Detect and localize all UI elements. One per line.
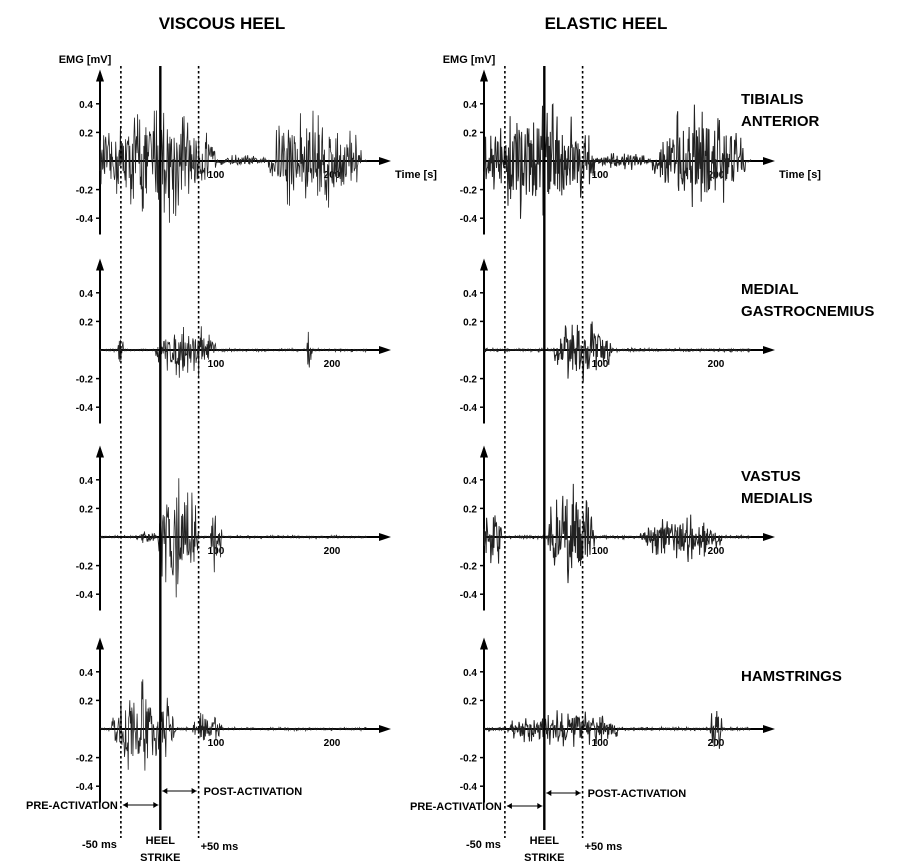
heel-label: HEEL [146, 835, 176, 847]
x-axis-arrow-viscous-mg [379, 346, 391, 354]
y-tick-label: -0.4 [76, 214, 94, 225]
emg-trace-viscous-ham [99, 679, 367, 771]
x-tick-label: 100 [592, 170, 609, 181]
y-tick-label: 0.2 [463, 128, 477, 139]
y-tick-label: -0.2 [76, 186, 94, 197]
x-axis-arrow-viscous-vm [379, 533, 391, 541]
y-axis-arrow-elastic-ham [480, 637, 488, 650]
muscle-label-ham: HAMSTRINGS [741, 668, 842, 685]
y-tick-label: -0.4 [76, 590, 94, 601]
x-axis-arrow-elastic-mg [763, 346, 775, 354]
x-tick-label: 100 [592, 359, 609, 370]
y-tick-label: -0.2 [76, 375, 94, 386]
y-tick-label: 0.4 [463, 476, 477, 487]
y-tick-label: 0.4 [79, 100, 93, 111]
y-axis-arrow-viscous-ta [96, 69, 104, 82]
y-axis-arrow-viscous-vm [96, 445, 104, 458]
post-activation-label: POST-ACTIVATION [588, 788, 687, 800]
strike-label: STRIKE [140, 852, 180, 864]
y-axis-arrow-viscous-mg [96, 258, 104, 271]
y-tick-label: 0.4 [79, 289, 93, 300]
y-tick-label: -0.4 [76, 403, 94, 414]
y-tick-label: -0.4 [460, 403, 478, 414]
y-tick-label: -0.4 [460, 214, 478, 225]
y-axis-label: EMG [mV] [443, 54, 496, 66]
y-tick-label: -0.2 [460, 562, 478, 573]
minus-50ms-label: -50 ms [466, 839, 501, 851]
column-title-elastic: ELASTIC HEEL [545, 14, 668, 33]
x-tick-label: 100 [592, 546, 609, 557]
y-tick-label: 0.2 [79, 128, 93, 139]
minus-50ms-label: -50 ms [82, 839, 117, 851]
x-tick-label: 200 [708, 546, 725, 557]
x-axis-label: Time [s] [395, 169, 437, 181]
y-tick-label: 0.2 [463, 696, 477, 707]
emg-trace-viscous-mg [99, 326, 368, 378]
y-tick-label: -0.4 [76, 782, 94, 793]
pre-activation-label: PRE-ACTIVATION [26, 800, 118, 812]
x-axis-arrow-viscous-ham [379, 725, 391, 733]
strike-label: STRIKE [524, 852, 564, 864]
y-tick-label: -0.4 [460, 782, 478, 793]
y-tick-label: 0.2 [463, 504, 477, 515]
x-tick-label: 200 [708, 359, 725, 370]
muscle-label-ta: ANTERIOR [741, 113, 820, 130]
y-tick-label: 0.4 [463, 668, 477, 679]
x-tick-label: 200 [324, 738, 341, 749]
emg-trace-viscous-ta [99, 110, 368, 223]
emg-trace-viscous-vm [99, 478, 368, 598]
y-tick-label: 0.4 [463, 100, 477, 111]
y-axis-arrow-elastic-mg [480, 258, 488, 271]
y-tick-label: 0.4 [79, 476, 93, 487]
x-tick-label: 200 [324, 359, 341, 370]
x-tick-label: 200 [708, 738, 725, 749]
y-tick-label: 0.2 [79, 504, 93, 515]
emg-trace-elastic-mg [483, 321, 752, 383]
y-tick-label: -0.2 [460, 754, 478, 765]
pre-activation-label: PRE-ACTIVATION [410, 801, 502, 813]
muscle-label-mg: GASTROCNEMIUS [741, 303, 874, 320]
x-axis-arrow-elastic-ta [763, 157, 775, 165]
muscle-label-mg: MEDIAL [741, 281, 799, 298]
muscle-label-vm: MEDIALIS [741, 490, 813, 507]
x-tick-label: 100 [208, 170, 225, 181]
y-tick-label: -0.2 [76, 562, 94, 573]
emg-trace-elastic-vm [483, 483, 752, 584]
y-axis-label: EMG [mV] [59, 54, 112, 66]
y-tick-label: 0.2 [463, 317, 477, 328]
y-axis-arrow-elastic-ta [480, 69, 488, 82]
x-tick-label: 100 [592, 738, 609, 749]
y-axis-arrow-elastic-vm [480, 445, 488, 458]
y-tick-label: 0.4 [463, 289, 477, 300]
post-activation-label: POST-ACTIVATION [204, 786, 303, 798]
y-axis-arrow-viscous-ham [96, 637, 104, 650]
emg-trace-elastic-ta [483, 103, 752, 219]
x-axis-arrow-elastic-vm [763, 533, 775, 541]
y-tick-label: -0.2 [460, 375, 478, 386]
plus-50ms-label: +50 ms [585, 841, 623, 853]
x-axis-label: Time [s] [779, 169, 821, 181]
x-axis-arrow-elastic-ham [763, 725, 775, 733]
y-tick-label: -0.4 [460, 590, 478, 601]
x-tick-label: 100 [208, 359, 225, 370]
heel-label: HEEL [530, 835, 560, 847]
plus-50ms-label: +50 ms [201, 841, 239, 853]
x-axis-arrow-viscous-ta [379, 157, 391, 165]
muscle-label-vm: VASTUS [741, 468, 801, 485]
x-tick-label: 200 [324, 546, 341, 557]
y-tick-label: 0.2 [79, 317, 93, 328]
y-tick-label: -0.2 [460, 186, 478, 197]
muscle-label-ta: TIBIALIS [741, 91, 804, 108]
y-tick-label: 0.2 [79, 696, 93, 707]
emg-trace-elastic-ham [483, 710, 751, 749]
column-title-viscous: VISCOUS HEEL [159, 14, 286, 33]
y-tick-label: 0.4 [79, 668, 93, 679]
x-tick-label: 100 [208, 738, 225, 749]
y-tick-label: -0.2 [76, 754, 94, 765]
